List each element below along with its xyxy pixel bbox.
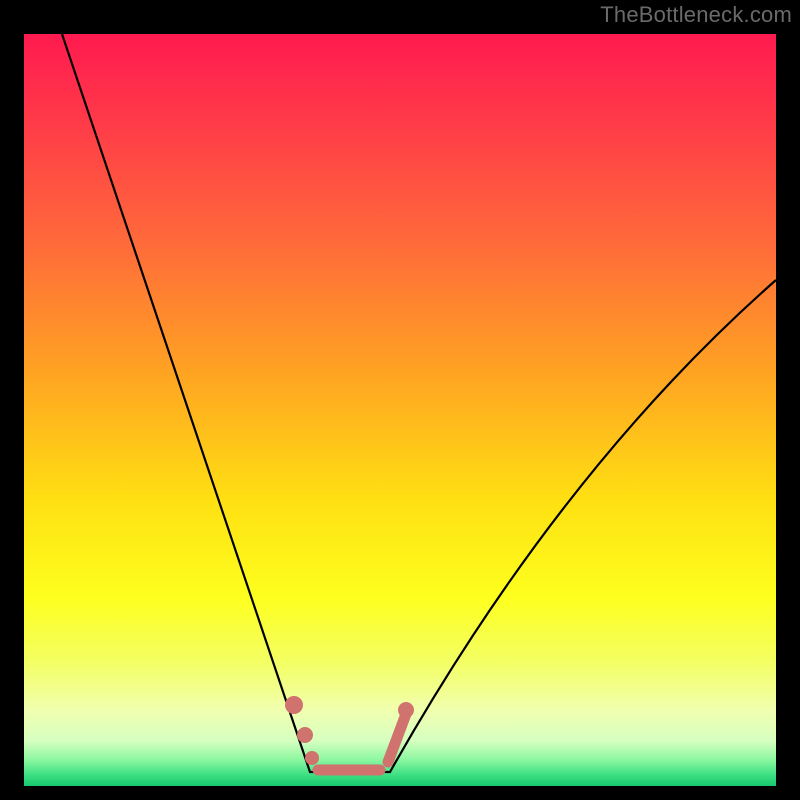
chart-canvas: TheBottleneck.com [0, 0, 800, 800]
watermark-text: TheBottleneck.com [600, 2, 792, 28]
plot-background [24, 34, 776, 786]
trough-dot [285, 696, 303, 714]
trough-dot [305, 751, 319, 765]
trough-right-dot [398, 702, 414, 718]
chart-svg [0, 0, 800, 800]
trough-dot [297, 727, 313, 743]
